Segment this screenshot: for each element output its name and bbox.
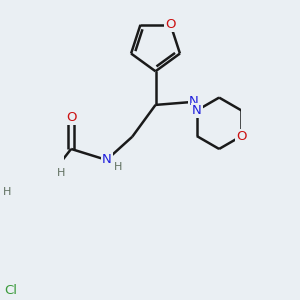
Text: Cl: Cl <box>4 284 17 297</box>
Text: H: H <box>3 188 11 197</box>
Text: O: O <box>66 111 76 124</box>
Text: N: N <box>102 154 112 166</box>
Text: N: N <box>189 95 198 108</box>
Text: H: H <box>56 168 65 178</box>
Text: O: O <box>165 18 176 31</box>
Text: N: N <box>192 104 202 117</box>
Text: H: H <box>113 162 122 172</box>
Text: O: O <box>236 130 247 142</box>
